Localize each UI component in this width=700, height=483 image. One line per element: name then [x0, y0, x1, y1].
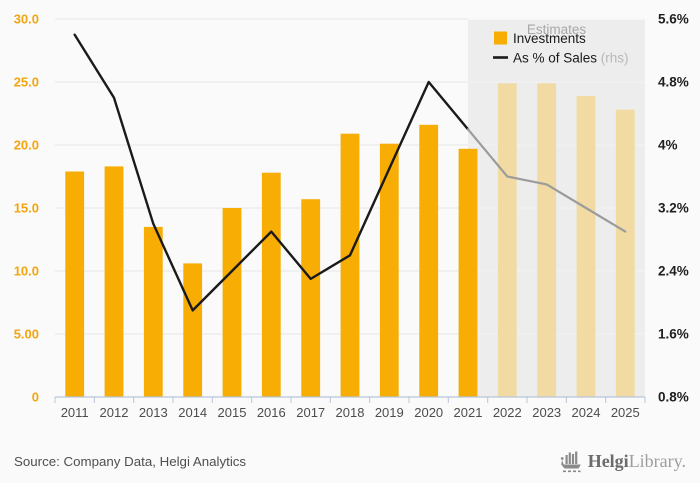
- x-label-2015: 2015: [218, 405, 247, 420]
- left-axis-label: 0: [32, 390, 39, 405]
- bar-2020: [419, 124, 439, 398]
- right-axis-label: 3.2%: [658, 201, 689, 216]
- x-label-2013: 2013: [139, 405, 168, 420]
- estimates-watermark: Estimates: [527, 22, 587, 37]
- x-label-2016: 2016: [257, 405, 286, 420]
- x-label-2025: 2025: [611, 405, 640, 420]
- bar-2018: [340, 133, 360, 397]
- right-axis-label: 4%: [658, 138, 678, 153]
- x-label-2017: 2017: [296, 405, 325, 420]
- bar-2012: [104, 166, 124, 397]
- right-axis-label: 2.4%: [658, 264, 689, 279]
- x-label-2023: 2023: [532, 405, 561, 420]
- right-axis-label: 0.8%: [658, 390, 689, 405]
- left-axis-label: 20.0: [14, 138, 39, 153]
- left-axis-label: 15.0: [14, 201, 39, 216]
- bar-2016: [261, 172, 281, 397]
- bar-2022: [497, 83, 517, 398]
- chart-canvas: Estimates 2011 2012 2013 2014 2015 2016 2017 201…: [14, 12, 689, 421]
- legend-investments-swatch: [494, 31, 507, 45]
- right-axis-label: 1.6%: [658, 327, 689, 342]
- left-axis-label: 10.0: [14, 264, 39, 279]
- x-label-2022: 2022: [493, 405, 522, 420]
- source-text: Source: Company Data, Helgi Analytics: [14, 453, 247, 469]
- right-axis-label: 5.6%: [658, 12, 689, 27]
- right-axis-label: 4.8%: [658, 75, 689, 90]
- x-label-2019: 2019: [375, 405, 404, 420]
- x-label-2012: 2012: [100, 405, 129, 420]
- helgi-logo: HelgiLibrary.: [559, 448, 686, 474]
- bar-2011: [65, 171, 85, 397]
- bar-2017: [301, 199, 321, 397]
- left-axis-label: 25.0: [14, 75, 39, 90]
- sales-line-actual: [73, 33, 470, 312]
- legend-sales-label: As % of Sales (rhs): [513, 51, 629, 66]
- legend-investments-label: Investments: [513, 31, 586, 46]
- x-label-2024: 2024: [572, 405, 601, 420]
- left-axis-label: 30.0: [14, 12, 39, 27]
- bar-2014: [183, 263, 203, 397]
- x-label-2020: 2020: [414, 405, 443, 420]
- left-axis-label: 5.00: [14, 327, 39, 342]
- x-label-2021: 2021: [454, 405, 483, 420]
- x-label-2011: 2011: [61, 405, 89, 420]
- sales-line-estimate: [466, 128, 627, 233]
- x-label-2014: 2014: [178, 405, 207, 420]
- bar-2019: [379, 143, 399, 397]
- bar-2023: [537, 83, 557, 398]
- bar-2015: [222, 208, 242, 397]
- logo-library-part: Library.: [628, 450, 686, 471]
- bar-2013: [143, 226, 163, 397]
- bar-2021: [458, 148, 478, 397]
- bar-2025: [615, 109, 635, 397]
- logo-helgi-part: Helgi: [587, 450, 629, 471]
- helgi-logo-icon: [560, 451, 581, 473]
- bar-2024: [576, 95, 596, 398]
- chart-footer: Source: Company Data, Helgi Analytics He…: [0, 445, 700, 477]
- x-label-2018: 2018: [336, 405, 365, 420]
- helgi-logo-text: HelgiLibrary.: [588, 451, 686, 472]
